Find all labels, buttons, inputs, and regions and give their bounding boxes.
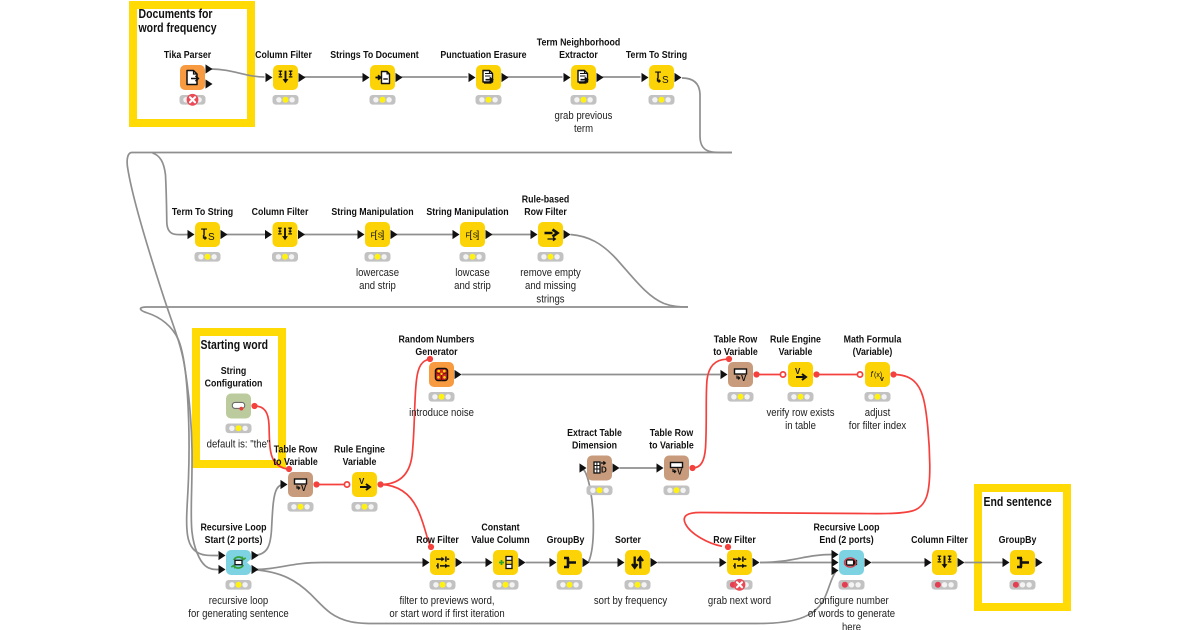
svg-text:grab previous: grab previous	[555, 110, 613, 122]
svg-text:Row Filter: Row Filter	[713, 534, 756, 546]
svg-text:Start (2 ports): Start (2 ports)	[205, 534, 263, 546]
svg-text:Rule-based: Rule-based	[522, 194, 570, 206]
svg-text:[: [	[375, 230, 378, 241]
svg-text:Column Filter: Column Filter	[911, 534, 968, 546]
svg-text:S: S	[473, 231, 478, 240]
svg-text:Constant: Constant	[481, 522, 520, 534]
svg-text:Dimension: Dimension	[572, 440, 617, 452]
svg-text:word frequency: word frequency	[138, 22, 218, 35]
svg-text:V: V	[741, 374, 747, 383]
svg-text:S: S	[662, 75, 669, 86]
svg-text:Column Filter: Column Filter	[252, 206, 309, 218]
svg-text:to Variable: to Variable	[273, 456, 318, 468]
svg-text:Term To String: Term To String	[626, 49, 687, 61]
svg-text:introduce noise: introduce noise	[409, 407, 474, 419]
svg-text:Strings To Document: Strings To Document	[330, 49, 419, 61]
svg-text:in table: in table	[785, 421, 816, 433]
svg-text:and strip: and strip	[359, 281, 396, 293]
svg-text:sort by frequency: sort by frequency	[594, 595, 668, 607]
svg-text:Row Filter: Row Filter	[524, 206, 567, 218]
svg-text:lowcase: lowcase	[455, 267, 490, 279]
svg-text:or start word if first iterati: or start word if first iteration	[389, 609, 505, 621]
svg-text:D: D	[601, 466, 607, 475]
svg-text:to Variable: to Variable	[649, 440, 694, 452]
svg-text:Punctuation Erasure: Punctuation Erasure	[440, 49, 527, 61]
svg-text:Table Row: Table Row	[274, 444, 318, 456]
svg-text:V: V	[359, 477, 365, 486]
svg-text:Rule Engine: Rule Engine	[334, 444, 385, 456]
svg-text:f: f	[871, 370, 874, 379]
svg-text:Variable: Variable	[343, 456, 377, 468]
svg-text:Table Row: Table Row	[650, 427, 694, 439]
svg-text:]: ]	[477, 230, 480, 241]
svg-text:Configuration: Configuration	[205, 378, 263, 390]
svg-text:Generator: Generator	[415, 346, 457, 358]
svg-text:Starting word: Starting word	[201, 339, 269, 352]
svg-text:Recursive Loop: Recursive Loop	[200, 522, 266, 534]
svg-text:End (2 ports): End (2 ports)	[819, 534, 873, 546]
svg-text:GroupBy: GroupBy	[547, 534, 585, 546]
svg-text:End sentence: End sentence	[984, 496, 1053, 509]
svg-text:default is: "the": default is: "the"	[207, 439, 271, 451]
svg-text:Tika Parser: Tika Parser	[164, 49, 212, 61]
svg-text:of words to generate: of words to generate	[808, 609, 895, 621]
svg-text:recursive loop: recursive loop	[209, 595, 269, 607]
svg-text:F: F	[466, 231, 471, 240]
svg-text:adjust: adjust	[865, 407, 891, 419]
svg-text:term: term	[574, 124, 593, 136]
svg-text:v: v	[880, 376, 884, 383]
svg-text:Row Filter: Row Filter	[416, 534, 459, 546]
svg-text:Rule Engine: Rule Engine	[770, 334, 821, 346]
svg-text:T: T	[201, 228, 207, 239]
svg-text:lowercase: lowercase	[356, 267, 399, 279]
svg-text:(Variable): (Variable)	[853, 346, 893, 358]
svg-text:and missing: and missing	[525, 281, 576, 293]
svg-text:Term To String: Term To String	[172, 206, 233, 218]
svg-text:strings: strings	[536, 294, 564, 306]
svg-text:remove empty: remove empty	[520, 267, 581, 279]
svg-text:to Variable: to Variable	[713, 346, 758, 358]
svg-text:Extract Table: Extract Table	[567, 427, 622, 439]
svg-text:V: V	[677, 468, 683, 477]
svg-text:[: [	[470, 230, 473, 241]
svg-text:T: T	[655, 71, 661, 82]
svg-text:S: S	[208, 232, 215, 243]
svg-text:Table Row: Table Row	[714, 334, 758, 346]
svg-text:Documents for: Documents for	[139, 8, 213, 21]
svg-text:Value Column: Value Column	[471, 534, 529, 546]
svg-text:]: ]	[382, 230, 385, 241]
svg-text:V: V	[795, 367, 801, 376]
svg-text:for filter index: for filter index	[849, 421, 907, 433]
svg-text:filter to previews word,: filter to previews word,	[399, 595, 494, 607]
svg-text:Column Filter: Column Filter	[255, 49, 312, 61]
svg-text:for generating sentence: for generating sentence	[188, 609, 289, 621]
svg-text:Variable: Variable	[779, 346, 813, 358]
svg-text:configure number: configure number	[814, 595, 889, 607]
svg-text:grab next word: grab next word	[708, 595, 771, 607]
svg-text:verify row exists: verify row exists	[767, 407, 835, 419]
svg-text:S: S	[378, 231, 383, 240]
svg-text:Random Numbers: Random Numbers	[399, 334, 475, 346]
svg-text:(x): (x)	[874, 372, 882, 379]
svg-text:Term Neighborhood: Term Neighborhood	[537, 37, 621, 49]
svg-text:String Manipulation: String Manipulation	[331, 206, 413, 218]
svg-text:String: String	[221, 365, 247, 377]
svg-text:V: V	[301, 484, 307, 493]
svg-text:GroupBy: GroupBy	[999, 534, 1037, 546]
svg-text:Sorter: Sorter	[615, 534, 641, 546]
svg-text:String Manipulation: String Manipulation	[426, 206, 508, 218]
svg-text:Math Formula: Math Formula	[844, 334, 902, 346]
svg-text:F: F	[371, 231, 376, 240]
svg-text:and strip: and strip	[454, 281, 491, 293]
svg-text:Extractor: Extractor	[559, 49, 598, 61]
svg-text:here: here	[842, 622, 861, 630]
svg-text:Recursive Loop: Recursive Loop	[813, 522, 879, 534]
